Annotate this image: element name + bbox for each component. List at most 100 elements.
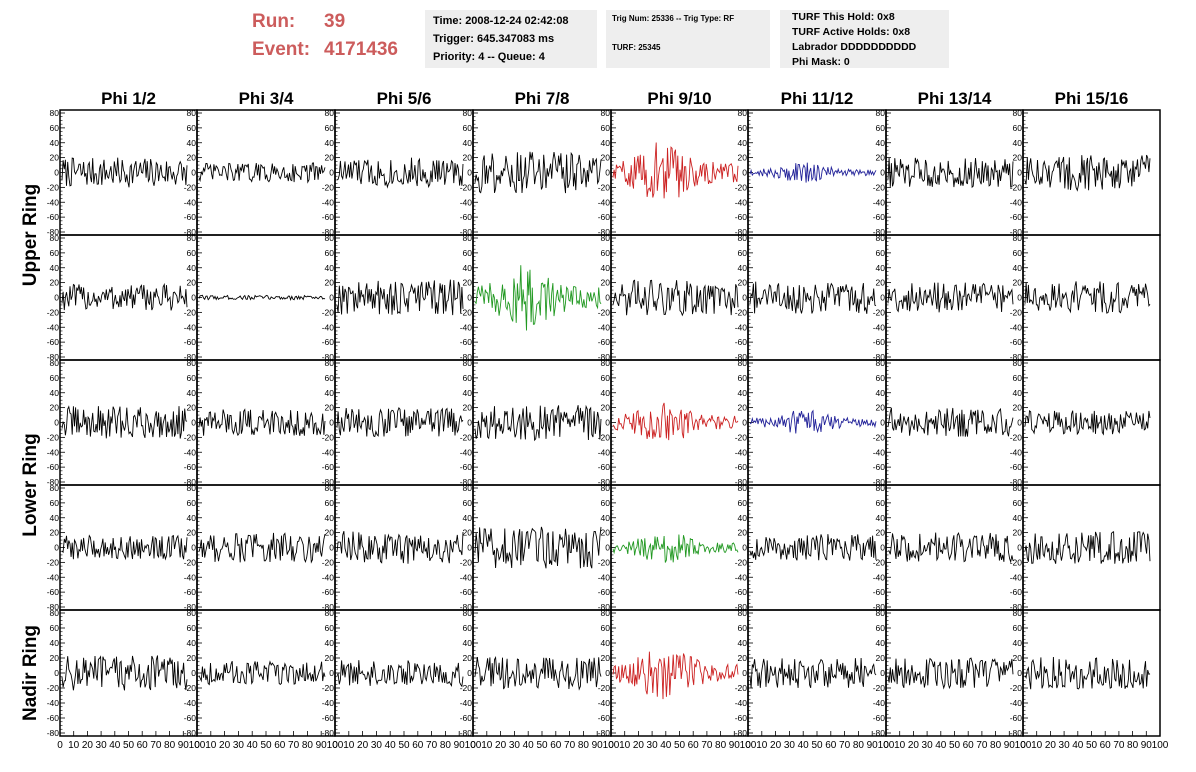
- trig-num-text: Trig Num: 25336 -- Trig Type: RF: [612, 14, 735, 23]
- x-tick-label: 20: [908, 740, 920, 751]
- y-tick-label: 0: [329, 543, 334, 553]
- y-tick-label: 80: [50, 358, 60, 368]
- y-tick-label: -60: [873, 587, 886, 597]
- y-tick-label: -80: [873, 352, 886, 362]
- y-tick-label: 80: [876, 358, 886, 368]
- x-tick-label: 10: [481, 740, 493, 751]
- waveform-trace: [1024, 154, 1151, 192]
- y-tick-label: -80: [322, 227, 335, 237]
- y-tick-label: -40: [47, 322, 60, 332]
- y-tick-label: -80: [1010, 352, 1023, 362]
- x-tick-label: 80: [715, 740, 727, 751]
- waveform-trace: [474, 526, 602, 569]
- y-tick-label: 20: [738, 278, 748, 288]
- y-tick-label: -20: [322, 307, 335, 317]
- y-tick-label: -40: [1010, 447, 1023, 457]
- time-text: Time: 2008-12-24 02:42:08: [433, 15, 569, 27]
- y-tick-label: -60: [598, 337, 611, 347]
- y-tick-label: 60: [50, 248, 60, 258]
- y-tick-label: 20: [876, 528, 886, 538]
- y-tick-label: -60: [735, 337, 748, 347]
- y-tick-label: -40: [184, 322, 197, 332]
- y-tick-label: 0: [880, 293, 885, 303]
- y-tick-label: 0: [1017, 543, 1022, 553]
- waveform-trace: [887, 657, 1014, 690]
- y-tick-label: -20: [184, 182, 197, 192]
- y-tick-label: -20: [598, 683, 611, 693]
- y-tick-label: -60: [184, 337, 197, 347]
- y-tick-label: -40: [873, 572, 886, 582]
- y-tick-label: -20: [184, 307, 197, 317]
- panel-frame: [334, 484, 474, 611]
- y-tick-label: -20: [47, 182, 60, 192]
- y-tick-label: 60: [325, 623, 335, 633]
- waveform-trace: [474, 404, 602, 442]
- y-tick-label: 40: [876, 513, 886, 523]
- x-tick-label: 0: [470, 740, 476, 751]
- y-tick-label: 20: [50, 153, 60, 163]
- y-tick-label: 40: [1013, 513, 1023, 523]
- y-tick-label: -60: [460, 462, 473, 472]
- y-tick-label: -60: [47, 337, 60, 347]
- y-tick-label: 40: [876, 388, 886, 398]
- y-tick-label: 40: [1013, 263, 1023, 273]
- y-tick-label: -20: [184, 432, 197, 442]
- y-tick-label: -80: [873, 227, 886, 237]
- y-tick-label: 0: [605, 418, 610, 428]
- y-tick-label: 60: [325, 373, 335, 383]
- y-tick-label: 60: [325, 123, 335, 133]
- y-tick-label: -40: [598, 197, 611, 207]
- y-tick-label: 20: [50, 403, 60, 413]
- y-tick-label: 0: [191, 543, 196, 553]
- y-tick-label: 80: [325, 483, 335, 493]
- y-tick-label: -20: [1010, 683, 1023, 693]
- y-tick-label: -40: [322, 197, 335, 207]
- y-tick-label: 40: [601, 263, 611, 273]
- x-tick-label: 40: [798, 740, 810, 751]
- y-tick-label: 20: [187, 153, 197, 163]
- waveform-trace: [612, 142, 739, 199]
- y-tick-label: 40: [738, 638, 748, 648]
- waveform-trace: [749, 409, 877, 434]
- x-tick-label: 30: [784, 740, 796, 751]
- y-tick-label: 60: [187, 498, 197, 508]
- y-tick-label: 0: [191, 668, 196, 678]
- y-tick-label: 20: [601, 528, 611, 538]
- y-tick-label: -60: [322, 462, 335, 472]
- y-tick-label: 40: [738, 513, 748, 523]
- y-tick-label: -40: [460, 322, 473, 332]
- y-tick-label: -80: [460, 602, 473, 612]
- y-tick-label: 80: [325, 608, 335, 618]
- y-tick-label: -40: [460, 572, 473, 582]
- x-tick-label: 90: [592, 740, 604, 751]
- y-tick-label: 0: [54, 168, 59, 178]
- x-tick-label: 30: [233, 740, 245, 751]
- y-tick-label: 0: [880, 668, 885, 678]
- y-tick-label: 20: [876, 403, 886, 413]
- y-tick-label: 80: [187, 108, 197, 118]
- y-tick-label: -60: [873, 713, 886, 723]
- y-tick-label: 60: [1013, 248, 1023, 258]
- y-tick-label: 80: [50, 233, 60, 243]
- x-tick-label: 90: [729, 740, 741, 751]
- x-tick-label: 60: [688, 740, 700, 751]
- y-tick-label: 80: [738, 483, 748, 493]
- y-tick-label: 60: [601, 373, 611, 383]
- y-tick-label: 40: [187, 263, 197, 273]
- y-tick-label: -60: [598, 587, 611, 597]
- x-tick-label: 0: [608, 740, 614, 751]
- waveform-trace: [1024, 281, 1151, 314]
- y-tick-label: -20: [873, 182, 886, 192]
- column-header: Phi 1/2: [101, 89, 156, 108]
- y-tick-label: 20: [463, 278, 473, 288]
- y-tick-label: 80: [187, 358, 197, 368]
- y-tick-label: 0: [605, 668, 610, 678]
- x-tick-label: 50: [123, 740, 135, 751]
- y-tick-label: -80: [184, 602, 197, 612]
- column-header: Phi 9/10: [647, 89, 711, 108]
- column-header: Phi 13/14: [918, 89, 992, 108]
- x-tick-label: 40: [1072, 740, 1084, 751]
- y-tick-label: 60: [876, 123, 886, 133]
- y-tick-label: 60: [738, 123, 748, 133]
- y-tick-label: 40: [738, 263, 748, 273]
